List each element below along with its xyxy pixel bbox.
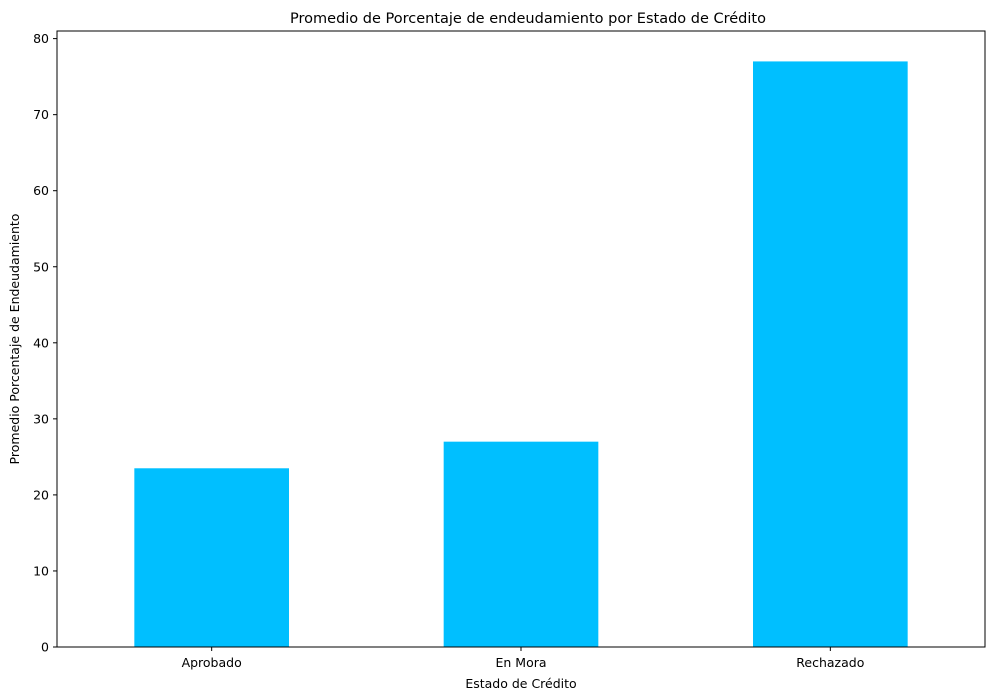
x-tick-label: En Mora — [495, 655, 546, 670]
y-tick-label: 50 — [33, 259, 49, 274]
bar-en-mora — [443, 441, 599, 647]
y-tick-label: 30 — [33, 411, 49, 426]
x-tick-label: Aprobado — [182, 655, 242, 670]
plot-area-frame — [56, 30, 986, 648]
y-tick-label: 0 — [41, 640, 49, 655]
bar-aprobado — [134, 468, 289, 647]
bar-rechazado — [753, 61, 908, 648]
y-tick-label: 20 — [33, 487, 49, 502]
x-tick-label: Rechazado — [796, 655, 864, 670]
x-axis: Aprobado En Mora Rechazado — [182, 647, 864, 670]
y-axis-label: Promedio Porcentaje de Endeudamiento — [7, 214, 22, 465]
bars — [134, 61, 908, 648]
chart-title: Promedio de Porcentaje de endeudamiento … — [290, 11, 766, 27]
y-tick-label: 80 — [33, 31, 49, 46]
y-tick-label: 10 — [33, 563, 49, 578]
y-tick-label: 40 — [33, 335, 49, 350]
y-tick-label: 70 — [33, 107, 49, 122]
y-axis: 0 10 20 30 40 50 60 70 80 — [33, 31, 57, 655]
y-tick-label: 60 — [33, 183, 49, 198]
x-axis-label: Estado de Crédito — [465, 676, 576, 691]
